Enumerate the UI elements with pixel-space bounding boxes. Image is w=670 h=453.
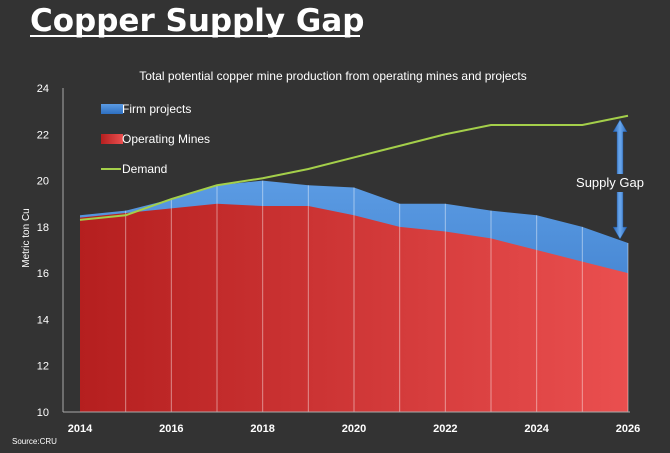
chart-title: Copper Supply Gap (30, 3, 365, 39)
y-axis-label: Metric ton Cu (21, 208, 32, 267)
legend-swatch-operating-mines (101, 134, 123, 144)
source-note: Source:CRU (12, 437, 57, 446)
legend-label-operating-mines: Operating Mines (122, 132, 210, 146)
line-demand (79, 114, 629, 221)
x-tick-label: 2026 (616, 423, 640, 435)
x-tick-label: 2018 (250, 423, 274, 435)
x-tick-label: 2014 (68, 423, 93, 435)
legend-label-demand: Demand (122, 162, 167, 176)
y-tick-label: 10 (37, 407, 49, 419)
supply-gap-label: Supply Gap (576, 175, 644, 190)
legend: Firm projects Operating Mines Demand (101, 102, 210, 176)
y-tick-label: 20 (37, 176, 49, 188)
y-tick-label: 14 (37, 314, 49, 326)
y-tick-label: 22 (37, 129, 49, 141)
x-tick-label: 2024 (524, 423, 549, 435)
x-tick-label: 2016 (159, 423, 183, 435)
x-tick-label: 2020 (342, 423, 366, 435)
x-tick-label: 2022 (433, 423, 457, 435)
supply-gap-label-bg (574, 174, 646, 192)
y-tick-label: 12 (37, 361, 49, 373)
area-operating-mines (80, 203, 628, 412)
y-tick-label: 18 (37, 222, 49, 234)
legend-swatch-firm-projects (101, 104, 123, 114)
y-tick-label: 16 (37, 268, 49, 280)
y-tick-label: 24 (37, 83, 49, 95)
chart-subtitle: Total potential copper mine production f… (139, 69, 527, 83)
legend-label-firm-projects: Firm projects (122, 102, 191, 116)
